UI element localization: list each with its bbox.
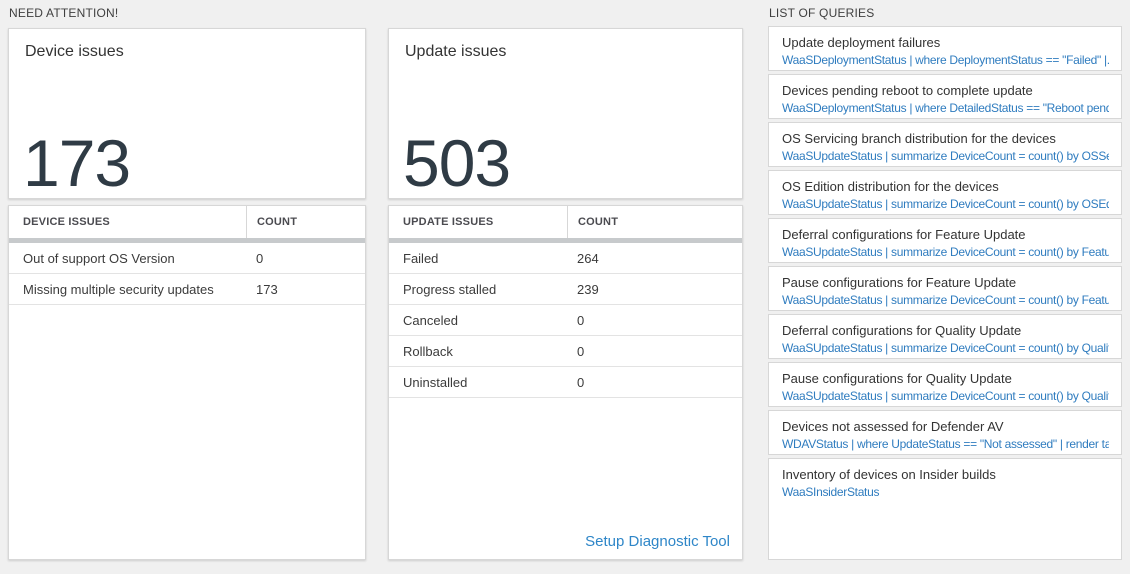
count-cell: 173 — [256, 281, 278, 297]
count-cell: 239 — [577, 281, 599, 297]
issue-cell: Progress stalled — [403, 281, 497, 297]
query-code: WaaSUpdateStatus | summarize DeviceCount… — [782, 197, 1109, 211]
update-issues-tile[interactable]: Update issues 503 — [388, 28, 743, 199]
query-item-insider-builds-inventory[interactable]: Inventory of devices on Insider builds W… — [768, 458, 1122, 560]
query-title: Inventory of devices on Insider builds — [782, 467, 996, 482]
device-issues-big-number: 173 — [23, 126, 131, 200]
query-code: WaaSDeploymentStatus | where DeploymentS… — [782, 53, 1109, 67]
table-row-canceled[interactable]: Canceled 0 — [389, 305, 742, 336]
table-row-uninstalled[interactable]: Uninstalled 0 — [389, 367, 742, 398]
issue-cell: Missing multiple security updates — [23, 281, 214, 297]
query-code: WaaSInsiderStatus — [782, 485, 880, 499]
query-code: WaaSDeploymentStatus | where DetailedSta… — [782, 101, 1109, 115]
update-issues-column-header: UPDATE ISSUES — [403, 216, 494, 228]
table-row-rollback[interactable]: Rollback 0 — [389, 336, 742, 367]
query-title: Pause configurations for Quality Update — [782, 371, 1012, 386]
device-issues-tile[interactable]: Device issues 173 — [8, 28, 366, 199]
count-cell: 0 — [577, 343, 585, 359]
query-item-defender-av-not-assessed[interactable]: Devices not assessed for Defender AV WDA… — [768, 410, 1122, 455]
update-issues-table-header: UPDATE ISSUES COUNT — [389, 206, 742, 243]
issue-cell: Rollback — [403, 343, 453, 359]
query-code: WaaSUpdateStatus | summarize DeviceCount… — [782, 149, 1109, 163]
table-row-missing-security-updates[interactable]: Missing multiple security updates 173 — [9, 274, 365, 305]
query-item-pause-feature-update[interactable]: Pause configurations for Feature Update … — [768, 266, 1122, 311]
query-title: Deferral configurations for Feature Upda… — [782, 227, 1026, 242]
query-title: OS Edition distribution for the devices — [782, 179, 999, 194]
issue-cell: Uninstalled — [403, 374, 468, 390]
query-title: Devices not assessed for Defender AV — [782, 419, 1004, 434]
query-item-devices-pending-reboot[interactable]: Devices pending reboot to complete updat… — [768, 74, 1122, 119]
issue-cell: Out of support OS Version — [23, 250, 175, 266]
query-item-os-edition-distribution[interactable]: OS Edition distribution for the devices … — [768, 170, 1122, 215]
update-issues-tile-title: Update issues — [405, 43, 507, 60]
query-item-deferral-quality-update[interactable]: Deferral configurations for Quality Upda… — [768, 314, 1122, 359]
device-issues-column: Device issues 173 DEVICE ISSUES COUNT Ou… — [8, 28, 366, 560]
update-issues-table: UPDATE ISSUES COUNT Failed 264 Progress … — [388, 205, 743, 560]
query-code: WaaSUpdateStatus | summarize DeviceCount… — [782, 389, 1109, 403]
count-cell: 0 — [577, 312, 585, 328]
query-code: WDAVStatus | where UpdateStatus == "Not … — [782, 437, 1109, 451]
device-issues-tile-title: Device issues — [25, 43, 124, 60]
update-issues-big-number: 503 — [403, 126, 511, 200]
count-cell: 264 — [577, 250, 599, 266]
setup-diagnostic-tool-link[interactable]: Setup Diagnostic Tool — [585, 533, 730, 550]
count-cell: 0 — [256, 250, 264, 266]
query-title: Devices pending reboot to complete updat… — [782, 83, 1033, 98]
count-column-header: COUNT — [567, 206, 742, 238]
query-item-pause-quality-update[interactable]: Pause configurations for Quality Update … — [768, 362, 1122, 407]
table-row-progress-stalled[interactable]: Progress stalled 239 — [389, 274, 742, 305]
query-title: Pause configurations for Feature Update — [782, 275, 1017, 290]
query-code: WaaSUpdateStatus | summarize DeviceCount… — [782, 293, 1109, 307]
table-row-failed[interactable]: Failed 264 — [389, 243, 742, 274]
query-item-update-deployment-failures[interactable]: Update deployment failures WaaSDeploymen… — [768, 26, 1122, 71]
query-list: Update deployment failures WaaSDeploymen… — [768, 26, 1122, 560]
need-attention-section-label: NEED ATTENTION! — [9, 6, 119, 20]
device-issues-table-header: DEVICE ISSUES COUNT — [9, 206, 365, 243]
device-issues-table: DEVICE ISSUES COUNT Out of support OS Ve… — [8, 205, 366, 560]
issue-cell: Canceled — [403, 312, 458, 328]
update-issues-column: Update issues 503 UPDATE ISSUES COUNT Fa… — [388, 28, 743, 560]
issue-cell: Failed — [403, 250, 439, 266]
count-column-header: COUNT — [246, 206, 365, 238]
query-item-deferral-feature-update[interactable]: Deferral configurations for Feature Upda… — [768, 218, 1122, 263]
count-cell: 0 — [577, 374, 585, 390]
query-title: Update deployment failures — [782, 35, 941, 50]
device-issues-column-header: DEVICE ISSUES — [23, 216, 110, 228]
query-title: OS Servicing branch distribution for the… — [782, 131, 1056, 146]
query-code: WaaSUpdateStatus | summarize DeviceCount… — [782, 245, 1109, 259]
query-item-os-servicing-branch[interactable]: OS Servicing branch distribution for the… — [768, 122, 1122, 167]
query-code: WaaSUpdateStatus | summarize DeviceCount… — [782, 341, 1109, 355]
list-of-queries-section-label: LIST OF QUERIES — [769, 6, 875, 20]
query-title: Deferral configurations for Quality Upda… — [782, 323, 1022, 338]
table-row-out-of-support[interactable]: Out of support OS Version 0 — [9, 243, 365, 274]
